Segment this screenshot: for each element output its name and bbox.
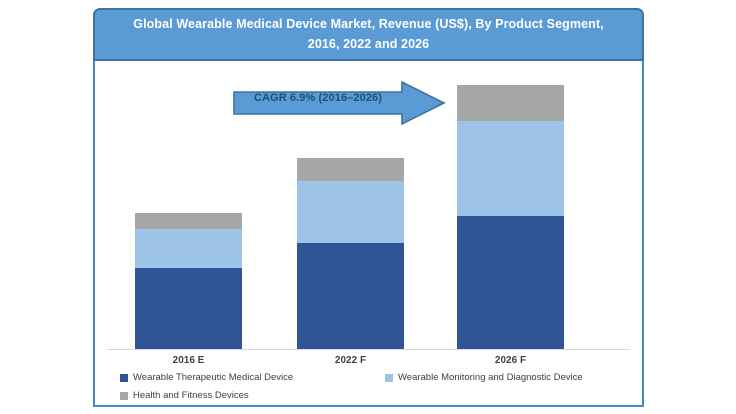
cagr-annotation: CAGR 6.9% (2016–2026) <box>253 92 383 104</box>
cagr-arrow-icon <box>233 80 446 126</box>
legend-swatch-therapeutic <box>120 373 128 382</box>
bar-segment-health-and-fitness-devices <box>457 85 564 122</box>
bar-segment-wearable-therapeutic-medical-device <box>297 243 404 350</box>
chart-frame: Global Wearable Medical Device Market, R… <box>93 8 644 407</box>
bar-segment-wearable-monitoring-and-diagnostic-device <box>457 121 564 216</box>
legend-item-therapeutic: Wearable Therapeutic Medical Device <box>120 372 293 383</box>
chart-title-bar: Global Wearable Medical Device Market, R… <box>93 8 644 61</box>
bar-2016-e <box>135 212 242 350</box>
chart-title-line-2: 2016, 2022 and 2026 <box>307 36 430 51</box>
bar-segment-wearable-therapeutic-medical-device <box>457 215 564 350</box>
bar-segment-wearable-monitoring-and-diagnostic-device <box>135 229 242 268</box>
x-axis-line <box>107 349 630 350</box>
legend-label-therapeutic: Wearable Therapeutic Medical Device <box>133 372 294 383</box>
bar-segment-wearable-therapeutic-medical-device <box>135 267 242 350</box>
legend-item-monitoring: Wearable Monitoring and Diagnostic Devic… <box>385 372 583 383</box>
legend-swatch-monitoring <box>385 373 393 382</box>
plot-container: CAGR 6.9% (2016–2026) Wearable Therapeut… <box>93 61 644 407</box>
bar-2022-f <box>297 158 404 350</box>
legend-label-monitoring: Wearable Monitoring and Diagnostic Devic… <box>398 372 583 383</box>
chart-title-line-1: Global Wearable Medical Device Market, R… <box>133 17 604 32</box>
bar-segment-wearable-monitoring-and-diagnostic-device <box>297 181 404 243</box>
legend-label-health-fitness: Health and Fitness Devices <box>133 390 249 401</box>
plot-area <box>95 61 642 350</box>
x-axis-label-2016-e: 2016 E <box>172 355 205 366</box>
bar-segment-health-and-fitness-devices <box>297 158 404 182</box>
x-axis-label-2026-f: 2026 F <box>494 355 527 366</box>
arrow-shape <box>233 80 446 126</box>
x-axis-label-2022-f: 2022 F <box>334 355 367 366</box>
bar-2026-f <box>457 85 564 350</box>
legend-swatch-health-fitness <box>120 391 128 400</box>
bar-segment-health-and-fitness-devices <box>135 212 242 230</box>
legend-item-health-fitness: Health and Fitness Devices <box>120 390 249 401</box>
